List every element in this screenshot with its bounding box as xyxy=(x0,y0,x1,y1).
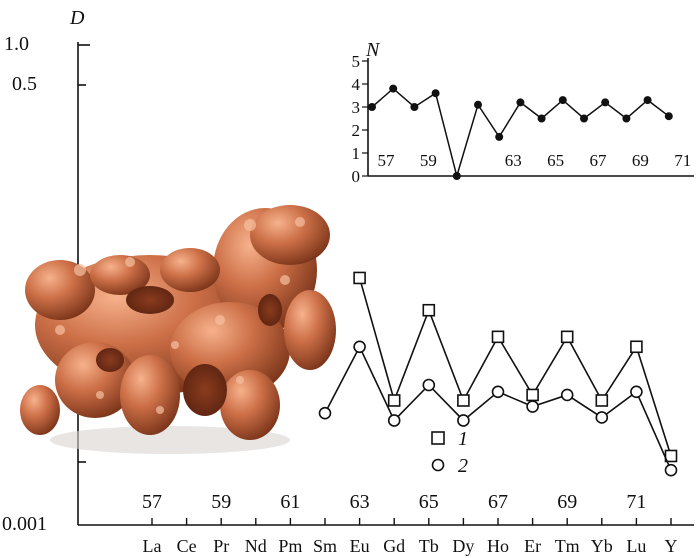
inset-x-tick-label-59: 59 xyxy=(420,151,437,170)
series-2-point-er xyxy=(526,400,539,413)
inset-y-tick-label-3: 3 xyxy=(352,98,361,117)
inset-y-tick-label-0: 0 xyxy=(352,167,361,186)
series-2-point-tm xyxy=(560,388,574,402)
x-tick-label-er: Er xyxy=(524,536,541,556)
x-ticks xyxy=(151,518,672,525)
series-1-point-tm xyxy=(560,330,574,344)
inset-y-tick-label-5: 5 xyxy=(352,52,361,71)
series-1-point-ho xyxy=(491,330,505,344)
legend-marker-circle xyxy=(431,458,445,472)
x-tick-label-sm: Sm xyxy=(313,536,337,556)
series-2-point-tb xyxy=(422,378,436,392)
inset-chart: N 0 1 2 3 4 5 57 59 63 65 67 69 71 xyxy=(338,39,694,186)
copper-nugget-photo xyxy=(20,205,336,454)
inset-point-63 xyxy=(495,132,504,141)
atomic-number-labels: 57 59 61 63 65 67 69 71 xyxy=(142,491,646,513)
x-tick-label-nd: Nd xyxy=(245,536,267,556)
series-2-point-ho xyxy=(491,385,505,399)
legend-label-2: 2 xyxy=(458,455,468,477)
series-layer xyxy=(318,271,678,477)
inset-point-67 xyxy=(580,114,588,123)
x-tick-label-pr: Pr xyxy=(213,536,229,556)
inset-point-65 xyxy=(537,114,546,123)
atomic-number-61: 61 xyxy=(280,491,300,513)
inset-point-59 xyxy=(410,103,419,111)
inset-y-tick-label-1: 1 xyxy=(352,144,361,163)
inset-point-68 xyxy=(601,98,610,107)
atomic-number-65: 65 xyxy=(419,491,439,513)
inset-point-69 xyxy=(622,114,631,123)
series-1-point-eu xyxy=(353,271,366,285)
element-labels: La Ce Pr Nd Pm Sm Eu Gd Tb Dy Ho Er Tm Yb Lu Y xyxy=(143,536,678,556)
x-tick-label-ce: Ce xyxy=(177,536,197,556)
atomic-number-59: 59 xyxy=(211,491,231,513)
series-1-point-dy xyxy=(457,394,470,407)
y-axis-title: D xyxy=(69,7,85,29)
legend-label-1: 1 xyxy=(458,428,468,450)
series-1-line xyxy=(358,277,672,457)
inset-point-62 xyxy=(474,100,482,109)
series-2-point-dy xyxy=(457,414,470,427)
x-tick-label-tb: Tb xyxy=(419,536,439,556)
inset-y-tick-label-4: 4 xyxy=(352,75,361,94)
series-2-point-sm xyxy=(318,406,332,420)
series-1-point-er xyxy=(526,388,539,402)
inset-point-60 xyxy=(431,89,440,98)
atomic-number-67: 67 xyxy=(488,491,508,513)
x-tick-label-y: Y xyxy=(665,536,678,556)
x-tick-label-yb: Yb xyxy=(591,536,613,556)
atomic-number-69: 69 xyxy=(557,491,577,513)
inset-y-tick-label-2: 2 xyxy=(352,121,361,140)
inset-x-tick-label-63: 63 xyxy=(505,151,522,170)
inset-y-ticks: 0 1 2 3 4 5 xyxy=(352,52,368,186)
inset-x-tick-label-69: 69 xyxy=(632,151,649,170)
series-2-line xyxy=(324,344,672,471)
series-1-point-tb xyxy=(422,303,436,317)
x-tick-label-eu: Eu xyxy=(350,536,370,556)
inset-series xyxy=(368,84,673,180)
x-tick-label-la: La xyxy=(143,536,162,556)
inset-x-ticks: 57 59 63 65 67 69 71 xyxy=(378,151,692,170)
inset-x-tick-label-71: 71 xyxy=(674,151,691,170)
inset-point-58 xyxy=(389,84,398,93)
legend-marker-square xyxy=(431,431,445,445)
legend: 1 2 xyxy=(431,428,468,477)
y-tick-label-1: 1.0 xyxy=(4,33,29,55)
inset-point-66 xyxy=(558,96,567,105)
inset-point-71 xyxy=(664,112,673,121)
inset-y-title: N xyxy=(365,39,381,61)
x-tick-label-gd: Gd xyxy=(383,536,405,556)
y-tick-label-2: 0.5 xyxy=(12,73,37,95)
x-tick-label-ho: Ho xyxy=(487,536,509,556)
x-tick-label-tm: Tm xyxy=(555,536,580,556)
x-tick-label-lu: Lu xyxy=(626,536,646,556)
inset-x-tick-label-57: 57 xyxy=(378,151,396,170)
series-2-point-y xyxy=(664,463,678,477)
inset-point-70 xyxy=(643,96,652,105)
series-2-point-gd xyxy=(387,414,401,427)
inset-x-tick-label-67: 67 xyxy=(590,151,608,170)
series-2-point-eu xyxy=(353,340,366,354)
atomic-number-57: 57 xyxy=(142,491,162,513)
inset-point-61 xyxy=(452,172,461,180)
inset-point-64 xyxy=(516,98,525,107)
series-1-point-lu xyxy=(630,340,643,354)
x-tick-label-pm: Pm xyxy=(278,536,302,556)
atomic-number-71: 71 xyxy=(626,491,646,513)
inset-x-tick-label-65: 65 xyxy=(547,151,564,170)
series-1-point-gd xyxy=(387,394,401,407)
series-1-point-yb xyxy=(595,394,609,407)
y-tick-label-3: 0.001 xyxy=(2,513,47,535)
atomic-number-63: 63 xyxy=(350,491,370,513)
series-2-point-yb xyxy=(595,411,609,424)
x-tick-label-dy: Dy xyxy=(452,536,474,556)
series-2-point-lu xyxy=(630,385,643,399)
inset-point-57 xyxy=(368,103,376,111)
